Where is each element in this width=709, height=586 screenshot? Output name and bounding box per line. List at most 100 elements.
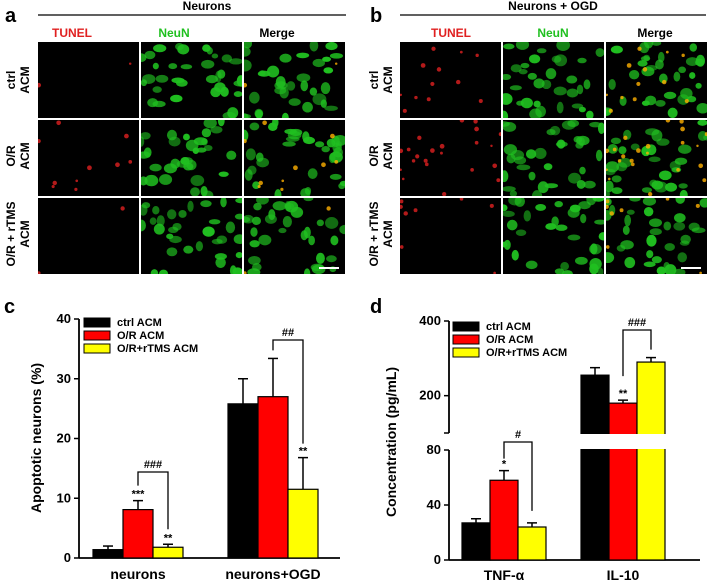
panel-d-letter: d (370, 296, 382, 318)
panel-a-col-merge: Merge (259, 26, 295, 40)
error-bar (590, 366, 600, 376)
panel-b-col-tunel: TUNEL (431, 26, 471, 40)
bar-o-r-rtms-acm-1 (287, 488, 319, 559)
bar-ctrl-acm-1 (227, 403, 259, 559)
panel-b-cell-r3-c3 (606, 198, 707, 274)
x-tick-label: neurons (110, 566, 165, 582)
bar-o-r-acm-1 (608, 402, 638, 561)
error-bar (298, 456, 308, 490)
legend-swatch (452, 347, 480, 358)
panel-b-row3-label-1: O/R + rTMS (367, 201, 381, 266)
significance-label: # (515, 429, 521, 441)
chart-d: 0 40 80 200 400 Concentration (pg/mL) TNF-α IL-… (383, 313, 700, 583)
panel-b-cell-r1-c2 (503, 42, 604, 118)
bar-o-r-rtms-acm-0 (152, 546, 184, 559)
panel-a-row3-label-1: O/R + rTMS (4, 201, 18, 266)
x-tick-label: IL-10 (607, 567, 640, 583)
y-tick-label: 30 (57, 371, 71, 386)
significance-label: ## (282, 327, 294, 339)
panel-a-cell-r2-c2 (141, 120, 242, 196)
panel-a-row1-label-1: ctrl (4, 71, 18, 90)
legend-label: O/R ACM (117, 330, 164, 342)
panel-a-row2-label-1: O/R (4, 145, 18, 167)
legend-label: O/R ACM (486, 334, 533, 346)
panel-a-row-labels: ctrl ACM O/R ACM O/R + rTMS ACM (4, 66, 32, 266)
significance-label: ** (619, 388, 628, 400)
axis-break-gap (450, 434, 700, 449)
panel-b-image-grid (400, 42, 707, 274)
panel-b-cell-r2-c1 (400, 120, 501, 196)
panel-b-col-neun: NeuN (537, 26, 568, 40)
panel-b-row2-label-2: ACM (381, 142, 395, 169)
panel-b-letter: b (370, 5, 382, 27)
error-bar (268, 357, 278, 397)
bar-ctrl-acm-0 (92, 549, 124, 559)
panel-a-cell-r3-c1 (38, 198, 139, 274)
legend-label: O/R+rTMS ACM (117, 343, 198, 355)
significance-bracket (503, 441, 533, 511)
significance-label: * (502, 459, 507, 471)
panel-a-cell-r3-c2 (141, 198, 242, 274)
significance-label: ### (628, 317, 646, 329)
x-tick-label: neurons+OGD (225, 566, 320, 582)
panel-b-title: Neurons + OGD (508, 0, 598, 13)
panel-b-cell-r2-c2 (503, 120, 604, 196)
bar-o-r-rtms-acm-0 (517, 526, 547, 561)
panel-a-row2-label-2: ACM (18, 142, 32, 169)
error-bar (238, 378, 248, 404)
legend-label: ctrl ACM (486, 321, 531, 333)
panel-a-cell-r3-c3 (244, 198, 345, 274)
legend-swatch (83, 317, 111, 328)
panel-b-row-labels: ctrl ACM O/R ACM O/R + rTMS ACM (367, 66, 395, 266)
significance-label: *** (132, 489, 146, 501)
y-tick-label: 200 (419, 388, 441, 403)
y-axis-title: Concentration (pg/mL) (383, 367, 399, 517)
panel-a-cell-r2-c3 (244, 120, 345, 196)
legend-label: ctrl ACM (117, 317, 162, 329)
panel-a-row1-label-2: ACM (18, 66, 32, 93)
legend-swatch (452, 334, 480, 345)
panel-b-cell-r1-c3 (606, 42, 707, 118)
error-bar (527, 522, 537, 527)
panel-b-row3-label-2: ACM (381, 220, 395, 247)
error-bar (499, 469, 509, 481)
error-bar (471, 518, 481, 523)
panel-b-row1-label-2: ACM (381, 66, 395, 93)
legend-label: O/R+rTMS ACM (486, 347, 567, 359)
panel-a-letter: a (5, 5, 17, 27)
y-tick-label: 80 (427, 442, 441, 457)
legend-swatch (83, 330, 111, 341)
error-bar (103, 545, 113, 550)
significance-bracket (622, 329, 652, 377)
bar-ctrl-acm-1 (580, 374, 610, 561)
error-bar (163, 543, 173, 548)
legend-swatch (83, 343, 111, 354)
y-tick-label: 10 (57, 490, 71, 505)
significance-label: ** (299, 446, 308, 458)
bar-ctrl-acm-0 (461, 522, 491, 561)
panel-a-cell-r1-c3 (244, 42, 345, 118)
error-bar (618, 399, 628, 404)
significance-label: ### (144, 459, 162, 471)
panel-b-cell-r2-c3 (606, 120, 707, 196)
panel-b-cell-r3-c1 (400, 198, 501, 274)
panel-a-row3-label-2: ACM (18, 220, 32, 247)
bar-o-r-acm-0 (122, 509, 154, 559)
y-tick-label: 400 (419, 313, 441, 328)
panel-a-cell-r1-c1 (38, 42, 139, 118)
panel-a-image-grid (38, 42, 345, 274)
panel-a-cell-r1-c2 (141, 42, 242, 118)
y-tick-label: 40 (427, 497, 441, 512)
y-axis-title: Apoptotic neurons (%) (28, 363, 44, 513)
bar-o-r-acm-1 (257, 396, 289, 559)
panel-a-title: Neurons (183, 0, 232, 13)
error-bar (646, 356, 656, 363)
panel-a-col-tunel: TUNEL (52, 26, 92, 40)
y-tick-label: 0 (64, 550, 71, 565)
significance-label: ** (164, 532, 173, 544)
chart-c: 0 10 20 30 40 Apoptotic neurons (%) neurons neu… (28, 311, 340, 582)
y-tick-label: 40 (57, 311, 71, 326)
panel-b-cell-r1-c1 (400, 42, 501, 118)
significance-bracket (272, 339, 304, 444)
